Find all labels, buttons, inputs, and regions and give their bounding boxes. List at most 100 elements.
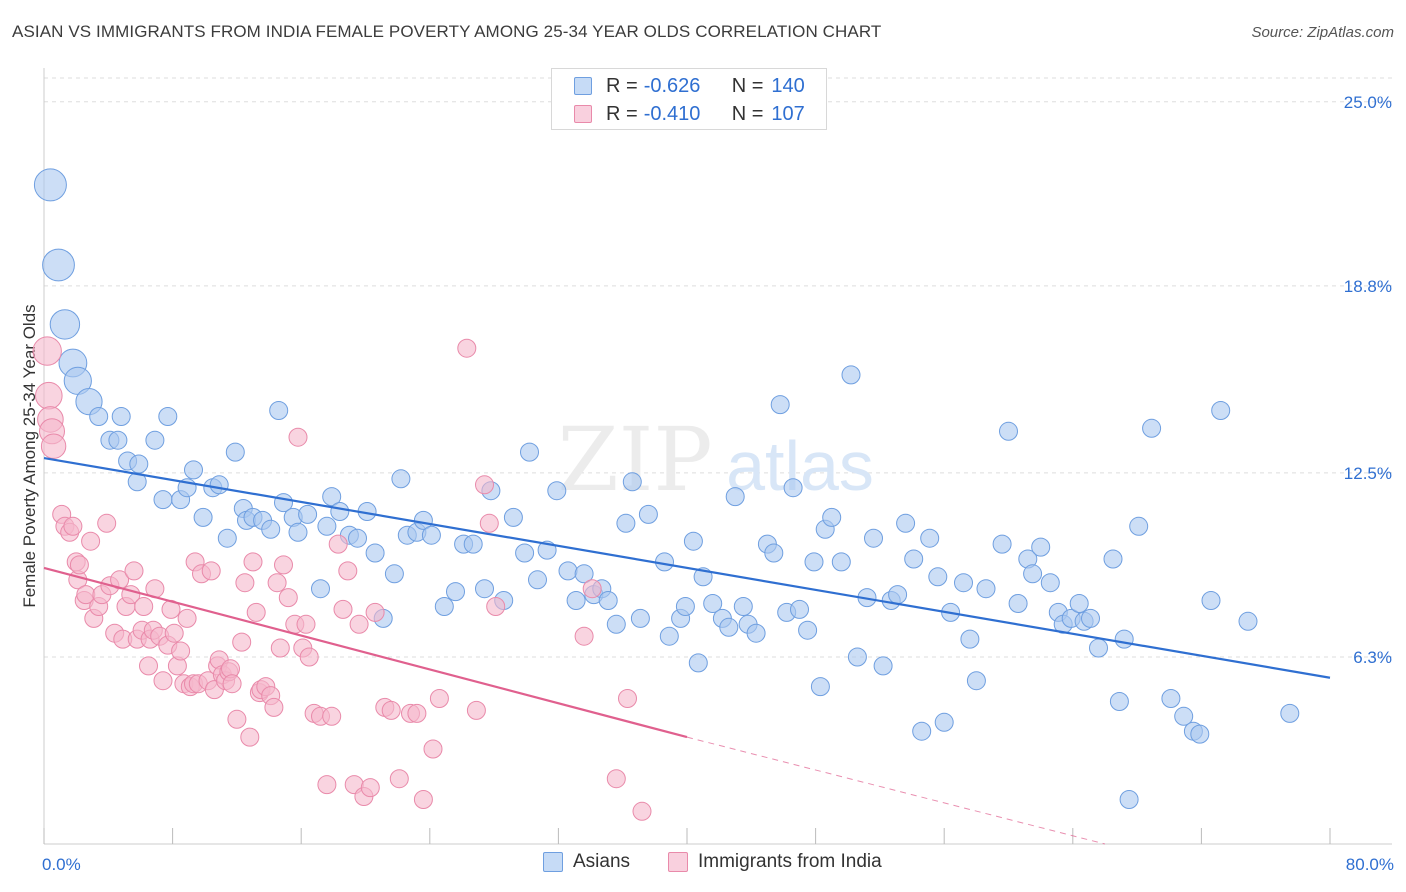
series-legend-india[interactable]: Immigrants from India: [668, 851, 882, 873]
legend-row-asians: R = -0.626 N = 140: [574, 75, 805, 97]
asian-point: [317, 516, 337, 536]
tick-labels: 6.3% 12.5% 18.8% 25.0% 0.0% 80.0%: [42, 93, 1394, 874]
asian-point: [992, 534, 1012, 554]
india-point: [227, 709, 247, 729]
india-point: [97, 513, 117, 533]
asian-point: [528, 570, 547, 590]
asian-point: [108, 430, 128, 450]
asian-point: [598, 591, 618, 610]
asian-point: [790, 599, 809, 619]
india-point: [413, 790, 433, 809]
asian-point: [804, 552, 824, 572]
asian-point: [49, 309, 81, 340]
india-point: [475, 475, 494, 495]
legend-swatch-blue: [574, 77, 592, 95]
india-point: [606, 769, 626, 789]
asian-point: [322, 487, 342, 507]
india-point: [134, 597, 154, 616]
india-point: [274, 555, 293, 575]
asian-point: [1031, 537, 1051, 557]
asian-point: [1069, 594, 1089, 613]
india-trend-extension: [686, 736, 1106, 845]
asian-point: [683, 531, 703, 551]
data-points: [32, 168, 1300, 821]
india-point: [365, 602, 385, 622]
asian-point: [348, 528, 367, 548]
india-point: [201, 561, 221, 581]
asian-point: [606, 614, 626, 634]
asian-point: [421, 525, 441, 545]
x-tick-label: 0.0%: [42, 855, 81, 874]
asian-point: [391, 469, 411, 489]
india-point: [63, 516, 83, 536]
india-point: [423, 739, 443, 759]
india-point: [164, 623, 184, 643]
asian-point: [703, 594, 723, 613]
asian-point: [547, 481, 567, 501]
asian-point: [193, 507, 213, 527]
asian-point: [960, 629, 980, 649]
watermark-zip: ZIP: [557, 408, 712, 511]
india-point: [264, 697, 284, 717]
asian-point: [434, 597, 454, 616]
asian-point: [896, 513, 916, 533]
asian-point: [999, 421, 1018, 441]
asian-point: [1103, 549, 1123, 569]
asian-point: [209, 475, 229, 495]
asian-point: [659, 626, 679, 646]
y-tick-label: 6.3%: [1353, 648, 1392, 667]
asian-point: [269, 401, 289, 420]
asian-point: [1174, 706, 1194, 726]
asian-point: [298, 504, 318, 524]
legend-r-value: -0.410: [643, 102, 701, 125]
asian-point: [184, 460, 203, 480]
india-point: [171, 641, 191, 661]
india-point: [246, 602, 266, 622]
asian-point: [630, 608, 650, 628]
india-point: [35, 381, 63, 410]
watermark: ZIP atlas: [557, 408, 874, 511]
asian-point: [954, 573, 973, 593]
asian-point: [638, 504, 658, 524]
india-point: [328, 534, 348, 554]
asian-point: [217, 528, 237, 548]
asian-point: [1190, 724, 1210, 744]
asian-point: [365, 543, 385, 563]
asian-point: [558, 561, 578, 581]
india-point: [466, 700, 486, 720]
asian-point: [515, 543, 535, 563]
grid-lines: [44, 77, 1392, 658]
india-point: [429, 689, 449, 708]
series-legend-asians[interactable]: Asians: [543, 851, 630, 873]
asian-trend-line: [43, 456, 1331, 679]
asian-point: [574, 564, 594, 584]
india-point: [32, 336, 62, 366]
india-point: [232, 632, 252, 652]
asian-point: [1201, 591, 1221, 610]
asian-point: [764, 543, 784, 563]
india-trend-line: [43, 566, 688, 739]
asian-point: [475, 579, 494, 599]
chart-title: ASIAN VS IMMIGRANTS FROM INDIA FEMALE PO…: [12, 22, 882, 41]
india-point: [322, 706, 342, 726]
asian-point: [864, 528, 883, 548]
y-tick-label: 18.8%: [1344, 277, 1392, 296]
asian-point: [145, 430, 165, 450]
india-point: [267, 573, 287, 593]
asian-point: [129, 454, 149, 474]
india-point: [632, 801, 652, 821]
asian-point: [288, 522, 308, 542]
legend-swatch-pink: [574, 105, 592, 123]
asian-point: [1142, 418, 1162, 438]
asian-point: [111, 407, 131, 426]
asian-point: [798, 620, 818, 640]
legend-n-value: 107: [771, 102, 805, 125]
asian-point: [928, 567, 948, 587]
asian-point: [566, 591, 586, 610]
india-point: [139, 656, 158, 676]
india-point: [288, 427, 308, 447]
asian-point: [503, 507, 523, 527]
asian-point: [616, 513, 636, 533]
asian-point: [89, 407, 109, 426]
